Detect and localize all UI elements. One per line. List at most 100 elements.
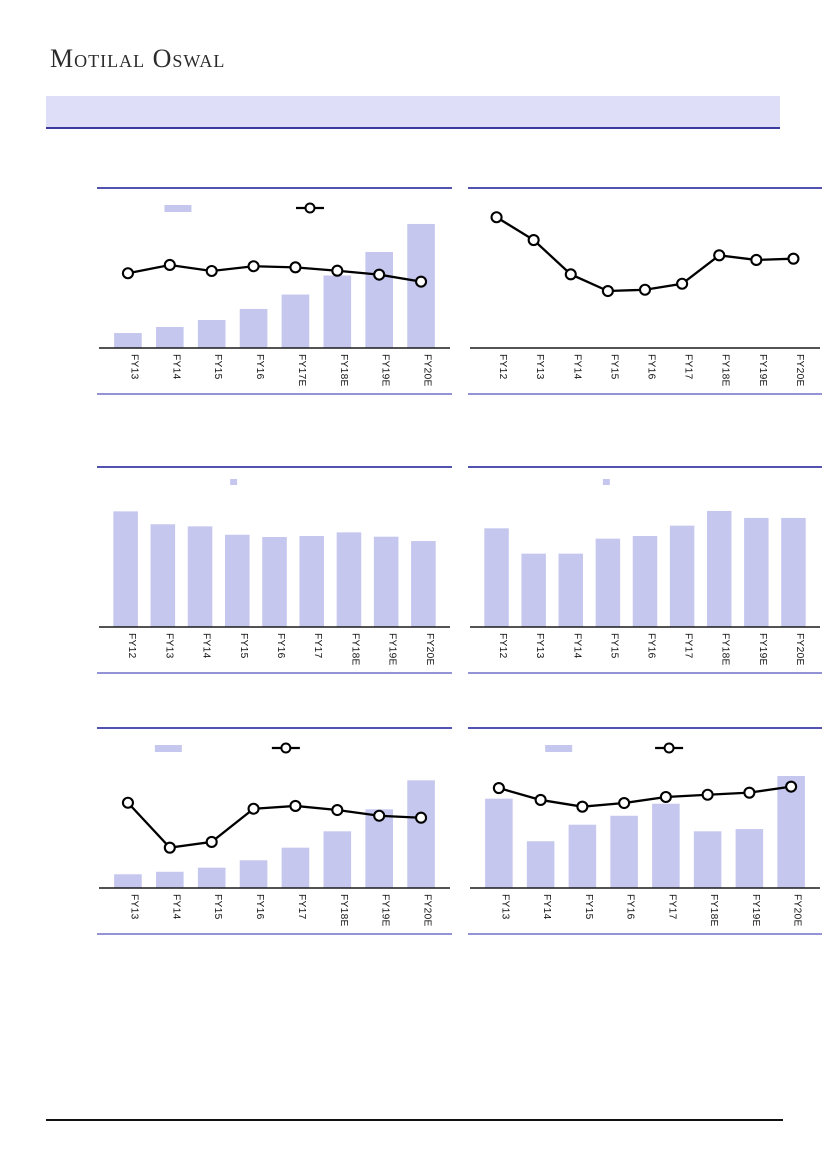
- bar-FY15: [197, 320, 226, 348]
- x-tick-label: FY18E: [338, 894, 349, 927]
- bar-FY14: [155, 871, 184, 888]
- bar-FY18E: [693, 831, 722, 888]
- x-tick-label: FY15: [608, 354, 619, 380]
- x-tick-label: FY17: [296, 894, 307, 920]
- legend-bar-swatch: [154, 745, 182, 752]
- x-tick-label: FY19E: [750, 894, 761, 927]
- x-tick-label: FY19E: [380, 894, 391, 927]
- x-tick-label: FY14: [201, 633, 212, 659]
- marker-FY18E: [713, 249, 726, 262]
- x-tick-label: FY19E: [380, 354, 391, 387]
- bar-FY20E: [777, 776, 805, 888]
- x-tick-label: FY13: [163, 633, 174, 659]
- x-tick-label: FY12: [497, 354, 508, 380]
- footer-rule: [46, 1119, 783, 1121]
- line-series: [498, 785, 792, 808]
- x-tick-label: FY15: [583, 894, 594, 920]
- line-series: [127, 263, 422, 283]
- x-tick-label: FY20E: [794, 633, 805, 666]
- x-tick-label: FY18E: [708, 894, 719, 927]
- x-tick-label: FY18E: [720, 633, 731, 666]
- marker-FY14: [534, 793, 547, 806]
- x-tick-label: FY17E: [296, 354, 307, 387]
- x-tick-label: FY17: [683, 633, 694, 659]
- x-tick-label: FY16: [254, 354, 265, 380]
- x-tick-label: FY14: [541, 894, 552, 920]
- bar-FY14: [526, 841, 555, 888]
- top-left-chart-svg: FY13 FY14 FY15 FY16 FY17E FY18E FY19E FY20E: [97, 187, 452, 395]
- x-tick-label: FY15: [238, 633, 249, 659]
- bar-FY18E: [706, 510, 732, 627]
- x-tick-label: FY16: [275, 633, 286, 659]
- x-tick-label: FY17: [683, 354, 694, 380]
- x-tick-label: FY19E: [757, 633, 768, 666]
- marker-FY15: [601, 284, 614, 298]
- bar-FY19E: [735, 829, 764, 888]
- chart-top-left: FY13 FY14 FY15 FY16 FY17E FY18E FY19E FY20E: [97, 187, 452, 395]
- x-tick-label: FY18E: [720, 354, 731, 387]
- legend-line-marker-icon: [663, 742, 675, 754]
- marker-FY14: [564, 268, 577, 281]
- bar-FY19E: [365, 809, 394, 888]
- bar-FY13: [114, 333, 142, 348]
- x-tick-label: FY13: [128, 894, 139, 920]
- marker-FY13: [121, 267, 134, 280]
- x-tick-label: FY15: [608, 633, 619, 659]
- x-tick-label: FY14: [170, 894, 181, 920]
- bar-FY18E: [336, 532, 362, 627]
- x-tick-label: FY13: [534, 354, 545, 380]
- marker-FY20E: [787, 252, 800, 265]
- marker-FY14: [163, 258, 176, 272]
- bar-FY13: [521, 553, 546, 627]
- x-tick-label: FY19E: [757, 354, 768, 387]
- x-tick-label: FY17: [312, 633, 323, 659]
- chart-middle-left: FY12 FY13 FY14 FY15 FY16 FY17 FY18E FY19E FY20E: [97, 466, 452, 674]
- x-tick-label: FY20E: [422, 354, 433, 387]
- marker-FY13: [492, 781, 505, 795]
- x-tick-label: FY14: [571, 633, 582, 659]
- bar-FY16: [239, 308, 268, 348]
- bar-FY16: [262, 536, 287, 627]
- legend-bar-swatch: [602, 479, 610, 485]
- marker-FY19E: [750, 253, 763, 266]
- marker-FY18E: [331, 264, 344, 277]
- motilal-oswal-logo: Motilal Oswal: [50, 44, 226, 73]
- middle-right-chart-svg: FY12 FY13 FY14 FY15 FY16 FY17 FY18E FY19E FY20E: [468, 466, 822, 674]
- marker-FY15: [205, 835, 218, 848]
- legend-line-marker-icon: [304, 202, 316, 214]
- line-series: [495, 216, 794, 293]
- x-tick-label: FY12: [497, 633, 508, 659]
- bar-FY19E: [365, 251, 394, 348]
- bar-FY19E: [373, 536, 399, 627]
- bar-FY20E: [407, 780, 435, 888]
- bar-FY17: [669, 525, 695, 627]
- x-tick-label: FY16: [646, 354, 657, 380]
- bar-FY12: [113, 511, 138, 627]
- bar-FY16: [632, 536, 658, 627]
- bottom-right-chart-svg: FY13 FY14 FY15 FY16 FY17 FY18E FY19E FY20E: [468, 727, 822, 935]
- marker-FY20E: [785, 780, 798, 793]
- marker-FY13: [121, 796, 134, 809]
- bar-FY14: [558, 553, 584, 627]
- x-tick-label: FY20E: [794, 354, 805, 387]
- x-tick-label: FY12: [126, 633, 137, 659]
- bar-FY17E: [281, 294, 310, 348]
- bar-FY16: [610, 815, 638, 888]
- middle-left-chart-svg: FY12 FY13 FY14 FY15 FY16 FY17 FY18E FY19E FY20E: [97, 466, 452, 674]
- marker-FY12: [490, 211, 503, 224]
- bar-FY14: [187, 526, 213, 627]
- line-series: [127, 801, 422, 849]
- x-tick-label: FY18E: [349, 633, 360, 666]
- bar-FY18E: [323, 831, 352, 888]
- x-tick-label: FY15: [212, 894, 223, 920]
- marker-FY16: [618, 796, 631, 810]
- bar-FY19E: [744, 517, 769, 627]
- x-tick-label: FY20E: [422, 894, 433, 927]
- bar-FY17: [299, 536, 325, 627]
- marker-FY17: [289, 799, 302, 813]
- x-tick-label: FY18E: [338, 354, 349, 387]
- bar-FY12: [484, 528, 509, 627]
- legend-bar-swatch: [545, 745, 573, 752]
- bar-FY20E: [411, 541, 436, 627]
- marker-FY19E: [373, 268, 386, 281]
